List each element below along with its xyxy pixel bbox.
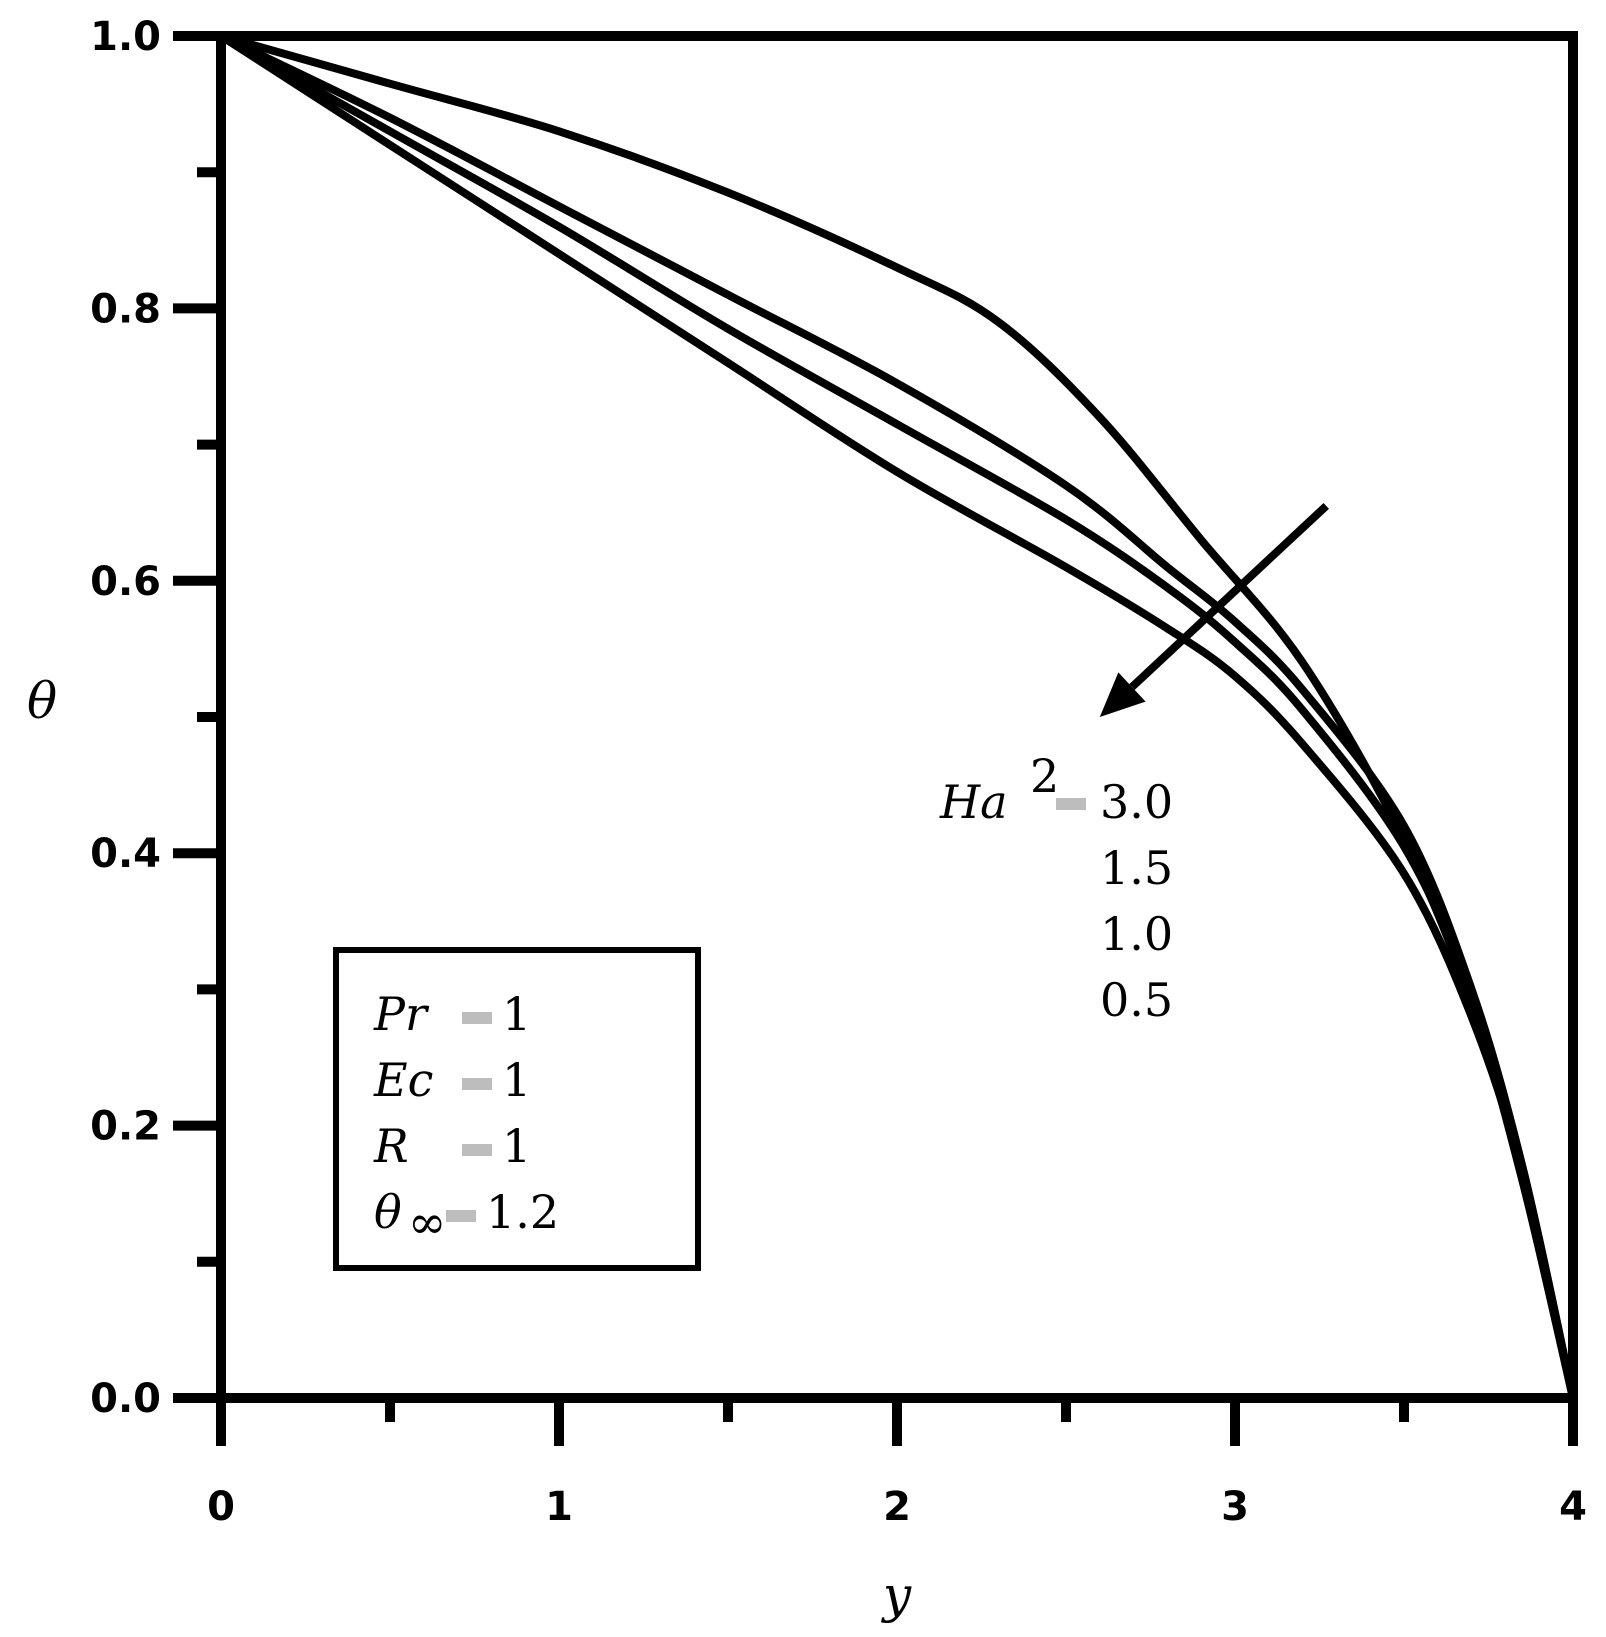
parameter-row-name: Pr [373, 987, 430, 1041]
equals-mark [462, 1012, 492, 1024]
y-tick-label: 0.2 [90, 1104, 161, 1150]
y-tick-label: 0.0 [90, 1376, 161, 1422]
equals-mark [446, 1210, 476, 1222]
parameter-row-value: 1 [502, 1119, 531, 1173]
data-curves [217, 32, 1577, 1402]
equals-mark [462, 1144, 492, 1156]
parameter-label: Ha 2 3.0 1.5 1.0 0.5 [939, 749, 1173, 1027]
curve-ha2-1-0 [217, 32, 1577, 1402]
parameter-value: 3.0 [1100, 775, 1173, 829]
y-tick-label: 0.6 [90, 559, 161, 605]
x-tick-label: 3 [1221, 1484, 1249, 1530]
parameter-box-frame [333, 947, 701, 1271]
parameter-name: Ha [939, 775, 1008, 829]
parameter-row-subscript: ∞ [408, 1195, 446, 1249]
y-tick-label: 0.8 [90, 286, 161, 332]
parameter-rows: Pr 1 Ec 1 R 1 θ ∞ 1.2 [373, 987, 559, 1249]
equals-mark [462, 1078, 492, 1090]
parameter-row-value: 1.2 [486, 1185, 559, 1239]
x-tick-label: 4 [1559, 1484, 1587, 1530]
parameter-value: 1.0 [1100, 907, 1173, 961]
parameter-value: 1.5 [1100, 841, 1173, 895]
x-tick-label: 1 [545, 1484, 573, 1530]
parameter-row-value: 1 [502, 987, 531, 1041]
x-axis-label: y [881, 1566, 912, 1624]
equals-mark [1056, 798, 1086, 810]
y-tick-label: 1.0 [90, 14, 161, 60]
x-tick-label: 0 [207, 1484, 235, 1530]
curve-ha2-0-5 [217, 32, 1577, 1402]
y-axis-label: θ [27, 672, 57, 730]
trend-arrow [1099, 502, 1329, 717]
parameter-row-name: R [373, 1119, 409, 1173]
arrow-shaft [1129, 502, 1329, 690]
parameter-value: 0.5 [1100, 973, 1173, 1027]
axis-tick-labels: 0 1 2 3 4 0.0 0.2 0.4 0.6 0.8 1.0 [90, 14, 1587, 1530]
parameter-row-name: Ec [373, 1053, 433, 1107]
x-tick-label: 2 [883, 1484, 911, 1530]
parameter-row-name: θ [374, 1185, 402, 1239]
parameter-values: 3.0 1.5 1.0 0.5 [1100, 775, 1173, 1027]
parameter-row-value: 1 [502, 1053, 531, 1107]
y-tick-label: 0.4 [90, 831, 161, 877]
plot-frame [216, 31, 1578, 1403]
arrow-head [1099, 672, 1146, 717]
parameter-superscript: 2 [1030, 749, 1059, 803]
parameter-box: Pr 1 Ec 1 R 1 θ ∞ 1.2 [333, 947, 701, 1271]
